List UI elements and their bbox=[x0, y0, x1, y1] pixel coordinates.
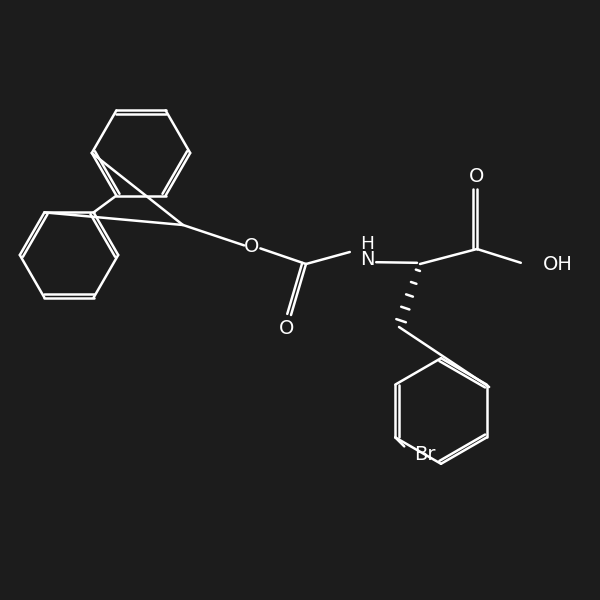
Text: OH: OH bbox=[543, 254, 573, 274]
Text: O: O bbox=[244, 236, 260, 256]
Text: Br: Br bbox=[415, 445, 436, 464]
Text: H: H bbox=[360, 235, 374, 253]
Text: O: O bbox=[278, 319, 294, 338]
Text: O: O bbox=[469, 167, 485, 187]
Text: N: N bbox=[360, 250, 374, 269]
